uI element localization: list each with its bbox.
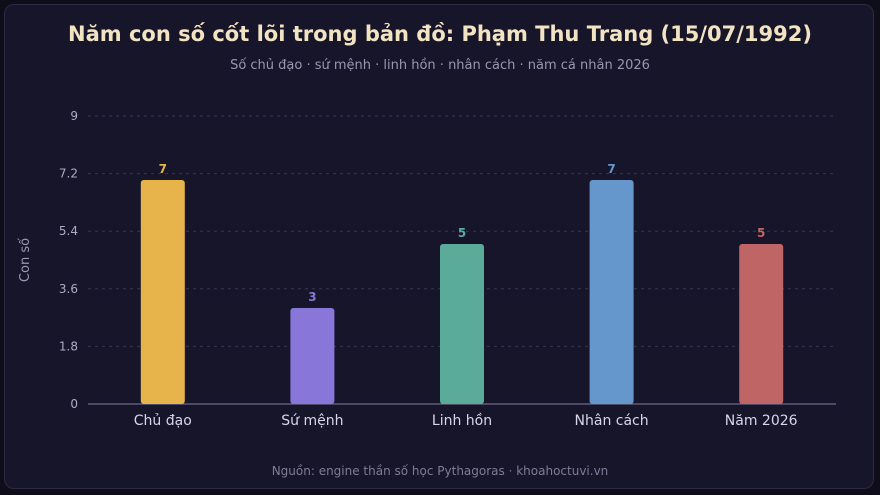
bars: 7 3 5 7 5 <box>140 162 784 404</box>
data-label: 7 <box>607 162 615 176</box>
chart-subtitle: Số chủ đạo · sứ mệnh · linh hồn · nhân c… <box>230 58 650 73</box>
bar <box>440 244 484 404</box>
bar <box>140 180 185 404</box>
bar <box>290 308 335 404</box>
bar <box>589 180 634 404</box>
data-label: 3 <box>308 290 316 304</box>
y-tick-label: 5.4 <box>59 224 78 238</box>
x-tick-label: Linh hồn <box>432 412 492 429</box>
x-tick-label: Sứ mệnh <box>281 413 343 429</box>
y-tick-label: 7.2 <box>59 167 78 181</box>
x-tick-label: Năm 2026 <box>725 413 798 429</box>
x-tick-label: Chủ đạo <box>134 413 192 429</box>
y-tick-label: 9 <box>70 109 78 123</box>
y-tick-label: 1.8 <box>59 339 78 353</box>
y-axis-label: Con số <box>18 238 33 282</box>
data-label: 5 <box>458 226 466 240</box>
data-label: 5 <box>757 226 765 240</box>
y-tick-label: 3.6 <box>59 282 78 296</box>
chart-title: Năm con số cốt lõi trong bản đồ: Phạm Th… <box>68 22 812 46</box>
source-note: Nguồn: engine thần số học Pythagoras · k… <box>271 464 609 478</box>
category-labels: Chủ đạo Sứ mệnh Linh hồn Nhân cách Năm 2026 <box>134 412 798 429</box>
y-tick-label: 0 <box>70 397 78 411</box>
data-label: 7 <box>159 162 167 176</box>
y-tick-labels: 0 1.8 3.6 5.4 7.2 9 <box>59 109 78 411</box>
x-tick-label: Nhân cách <box>575 413 649 429</box>
bar <box>739 244 784 404</box>
